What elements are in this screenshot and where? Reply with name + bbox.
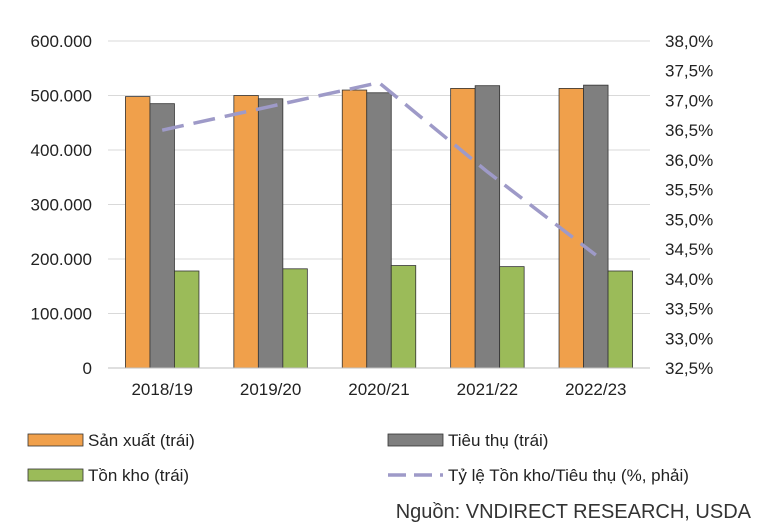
ratio-line [161, 80, 597, 257]
category-labels: 2018/19 2019/20 2020/21 2021/22 2022/23 [131, 380, 626, 399]
right-tick-label: 36,0% [665, 151, 713, 170]
legend-label: Sản xuất (trái) [88, 431, 195, 450]
left-tick-label: 0 [83, 359, 92, 378]
bar [125, 96, 151, 369]
bar [233, 95, 259, 369]
left-tick-label: 500.000 [31, 87, 92, 106]
right-tick-label: 33,0% [665, 329, 713, 348]
right-tick-label: 32,5% [665, 359, 713, 378]
left-tick-label: 600.000 [31, 32, 92, 51]
right-tick-label: 35,0% [665, 210, 713, 229]
bar [390, 265, 417, 369]
bar [282, 268, 308, 369]
bar [474, 85, 501, 369]
left-axis-ticks: 0 100.000 200.000 300.000 400.000 500.000 600.… [31, 32, 92, 378]
category-label: 2021/22 [457, 380, 518, 399]
legend-swatch [27, 433, 84, 447]
bar [341, 89, 368, 369]
bar [607, 270, 633, 369]
right-tick-label: 33,5% [665, 300, 713, 319]
right-tick-label: 36,5% [665, 121, 713, 140]
legend-swatch [27, 468, 84, 482]
source-note: Nguồn: VNDIRECT RESEARCH, USDA [395, 501, 751, 523]
category-label: 2018/19 [131, 380, 192, 399]
legend-label: Tồn kho (trái) [88, 466, 189, 485]
left-tick-label: 400.000 [31, 141, 92, 160]
bar [499, 266, 525, 369]
combo-chart: 0 100.000 200.000 300.000 400.000 500.000 600.… [27, 32, 713, 485]
category-label: 2020/21 [348, 380, 409, 399]
right-tick-label: 35,5% [665, 181, 713, 200]
bar [257, 98, 284, 369]
right-axis-ticks: 32,5% 33,0% 33,5% 34,0% 34,5% 35,0% 35,5% 36,0%… [665, 32, 713, 378]
bar-series [125, 84, 633, 369]
category-label: 2019/20 [240, 380, 301, 399]
right-tick-label: 34,0% [665, 270, 713, 289]
bar [149, 103, 175, 369]
bar [174, 270, 200, 369]
bar [366, 92, 392, 369]
bar [450, 88, 476, 369]
right-tick-label: 38,0% [665, 32, 713, 51]
right-tick-label: 37,5% [665, 62, 713, 81]
left-tick-label: 100.000 [31, 305, 92, 324]
legend: Sản xuất (trái) Tiêu thụ (trái) Tồn kho (t… [27, 431, 689, 485]
legend-label: Tỷ lệ Tồn kho/Tiêu thụ (%, phải) [448, 466, 689, 485]
legend-label: Tiêu thụ (trái) [448, 431, 548, 450]
legend-swatch [387, 433, 444, 447]
category-label: 2022/23 [565, 380, 626, 399]
bar [583, 84, 609, 369]
left-tick-label: 300.000 [31, 196, 92, 215]
right-tick-label: 34,5% [665, 240, 713, 259]
right-tick-label: 37,0% [665, 91, 713, 110]
ratio-line-series [161, 80, 597, 257]
left-tick-label: 200.000 [31, 250, 92, 269]
